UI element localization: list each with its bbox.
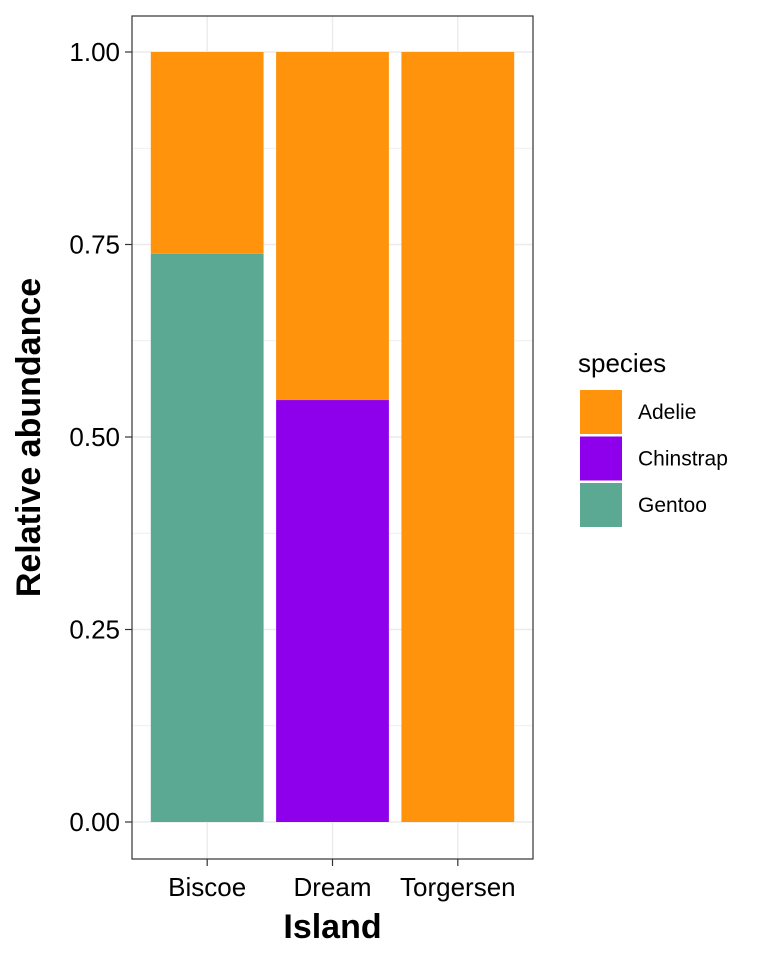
- bar-chinstrap-dream: [276, 400, 389, 822]
- y-axis: 0.00 0.25 0.50 0.75 1.00: [69, 37, 132, 837]
- legend-title: species: [578, 348, 666, 378]
- legend-key-adelie: [580, 390, 622, 434]
- bar-adelie-torgersen: [401, 52, 515, 822]
- legend-label-adelie: Adelie: [638, 401, 696, 424]
- bar-adelie-dream: [276, 52, 389, 401]
- y-axis-title: Relative abundance: [10, 278, 48, 597]
- x-tick-label-biscoe: Biscoe: [168, 872, 246, 902]
- bar-adelie-biscoe: [150, 52, 264, 254]
- legend-label-gentoo: Gentoo: [638, 494, 707, 517]
- y-tick-label: 0.25: [69, 615, 120, 645]
- x-axis-title: Island: [283, 908, 381, 946]
- x-axis: Biscoe Dream Torgersen: [168, 859, 516, 902]
- legend-label-chinstrap: Chinstrap: [638, 448, 728, 471]
- bar-gentoo-biscoe: [150, 253, 264, 823]
- y-tick-label: 0.00: [69, 807, 120, 837]
- y-tick-label: 0.75: [69, 230, 120, 260]
- legend: species Adelie Chinstrap Gentoo: [578, 348, 728, 527]
- x-tick-label-dream: Dream: [293, 872, 371, 902]
- legend-key-gentoo: [580, 483, 622, 527]
- y-tick-label: 1.00: [69, 37, 120, 67]
- legend-key-chinstrap: [580, 436, 622, 481]
- bars: [150, 52, 515, 823]
- y-tick-label: 0.50: [69, 422, 120, 452]
- x-tick-label-torgersen: Torgersen: [400, 872, 516, 902]
